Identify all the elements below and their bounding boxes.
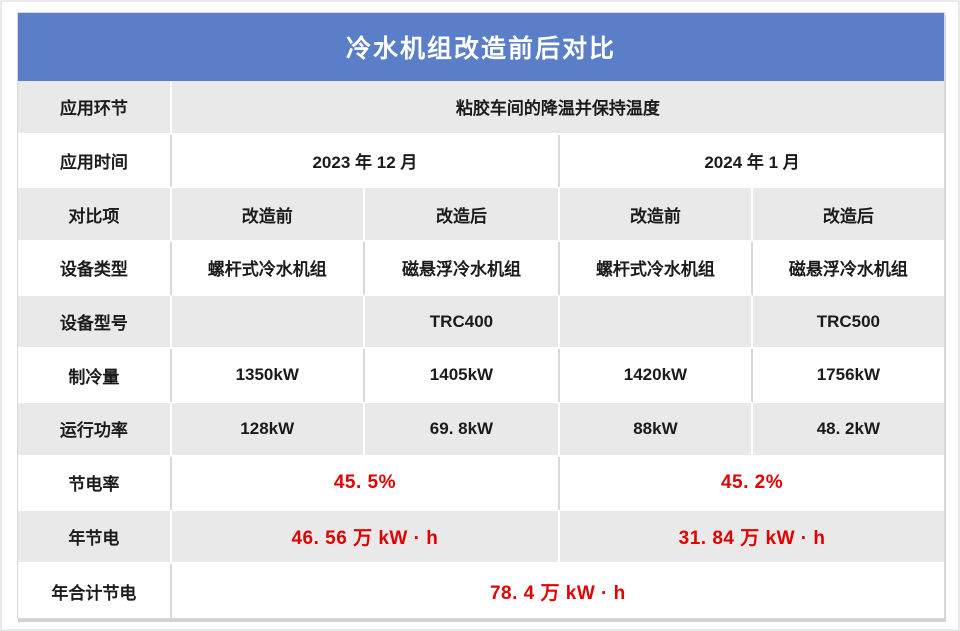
value-cell: 螺杆式冷水机组 xyxy=(560,242,753,296)
row-label: 应用时间 xyxy=(18,134,172,189)
value-cell: 31. 84 万 kW · h xyxy=(560,510,944,565)
value-cell: 1405kW xyxy=(364,349,561,404)
value-cell: TRC400 xyxy=(364,295,561,350)
value-cell: 128kW xyxy=(171,403,365,457)
value-cell: 改造前 xyxy=(171,188,365,243)
row-label: 运行功率 xyxy=(18,403,172,457)
value-cell: 磁悬浮冷水机组 xyxy=(364,242,561,296)
value-cell: 88kW xyxy=(560,403,753,457)
value-cell: 69. 8kW xyxy=(364,403,561,457)
table-row: 运行功率 128kW 69. 8kW 88kW 48. 2kW xyxy=(18,403,944,457)
value-cell: 改造后 xyxy=(364,188,561,243)
value-cell: 46. 56 万 kW · h xyxy=(171,510,561,565)
row-label: 制冷量 xyxy=(18,349,172,404)
value-cell: 粘胶车间的降温并保持温度 xyxy=(171,81,944,135)
table-row: 对比项 改造前 改造后 改造前 改造后 xyxy=(18,188,944,243)
comparison-table: 应用环节 粘胶车间的降温并保持温度 应用时间 2023 年 12 月 2024 年 1 … xyxy=(18,81,944,618)
value-cell: 1420kW xyxy=(560,349,753,404)
empty-cell xyxy=(560,295,753,350)
table-row: 设备类型 螺杆式冷水机组 磁悬浮冷水机组 螺杆式冷水机组 磁悬浮冷水机组 xyxy=(18,242,944,296)
empty-cell xyxy=(171,295,365,350)
table-title: 冷水机组改造前后对比 xyxy=(18,13,944,81)
value-cell: 2024 年 1 月 xyxy=(560,134,944,189)
value-cell: 磁悬浮冷水机组 xyxy=(752,242,944,296)
row-label: 年合计节电 xyxy=(18,564,172,618)
table-row: 设备型号 TRC400 TRC500 xyxy=(18,295,944,350)
value-cell: 48. 2kW xyxy=(752,403,944,457)
table-row: 制冷量 1350kW 1405kW 1420kW 1756kW xyxy=(18,349,944,404)
value-cell: 45. 2% xyxy=(560,456,944,511)
row-label: 设备型号 xyxy=(18,295,172,350)
table-row: 应用环节 粘胶车间的降温并保持温度 xyxy=(18,81,944,135)
row-label: 应用环节 xyxy=(18,81,172,135)
table-row: 节电率 45. 5% 45. 2% xyxy=(18,456,944,511)
value-cell: 改造前 xyxy=(560,188,753,243)
row-label: 年节电 xyxy=(18,510,172,565)
value-cell: 2023 年 12 月 xyxy=(171,134,561,189)
table-row: 年节电 46. 56 万 kW · h 31. 84 万 kW · h xyxy=(18,510,944,565)
value-cell: 改造后 xyxy=(752,188,944,243)
value-cell: 螺杆式冷水机组 xyxy=(171,242,365,296)
value-cell: 45. 5% xyxy=(171,456,561,511)
comparison-table-body: 应用环节 粘胶车间的降温并保持温度 应用时间 2023 年 12 月 2024 年 1 … xyxy=(18,81,944,618)
value-cell: 1350kW xyxy=(171,349,365,404)
row-label: 设备类型 xyxy=(18,242,172,296)
value-cell: TRC500 xyxy=(752,295,944,350)
comparison-table-card: 冷水机组改造前后对比 应用环节 粘胶车间的降温并保持温度 应用时间 2023 年 12… xyxy=(17,12,945,619)
row-label: 对比项 xyxy=(18,188,172,243)
value-cell: 1756kW xyxy=(752,349,944,404)
table-row: 应用时间 2023 年 12 月 2024 年 1 月 xyxy=(18,134,944,189)
row-label: 节电率 xyxy=(18,456,172,511)
value-cell: 78. 4 万 kW · h xyxy=(171,564,944,618)
table-row: 年合计节电 78. 4 万 kW · h xyxy=(18,564,944,618)
